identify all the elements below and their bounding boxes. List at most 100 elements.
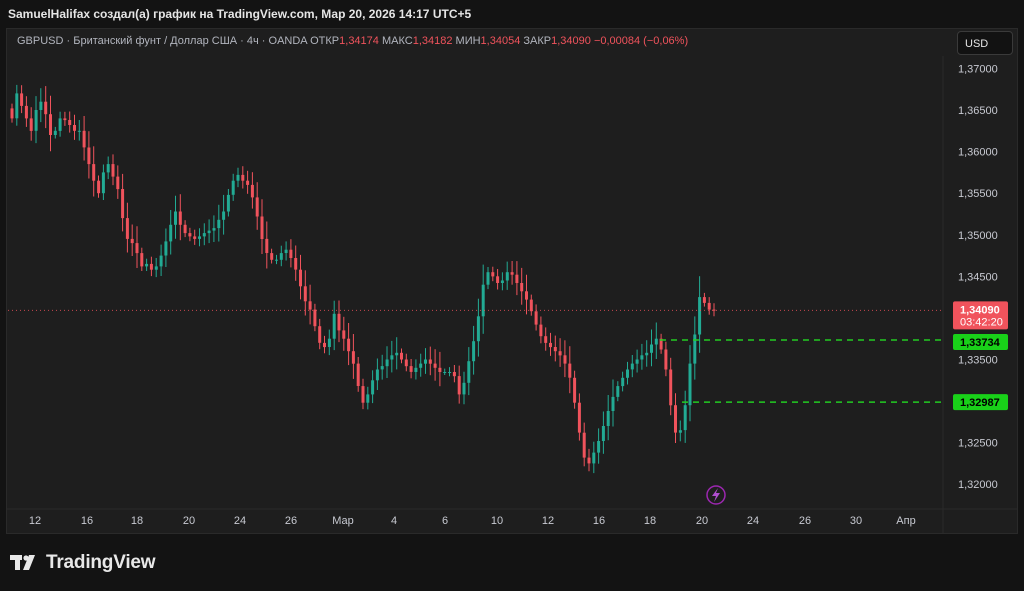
countdown-timer: 03:42:20 bbox=[960, 316, 1003, 328]
symbol-description: GBPUSD · Британский фунт / Доллар США · … bbox=[17, 35, 308, 47]
candle-body bbox=[409, 366, 413, 372]
candle-body bbox=[496, 276, 500, 283]
candle-body bbox=[164, 241, 168, 256]
candle-body bbox=[433, 363, 437, 368]
candle-body bbox=[597, 441, 601, 453]
last-price-value: 1,34090 bbox=[960, 304, 1000, 316]
candle-body bbox=[265, 238, 269, 253]
tradingview-logo-icon bbox=[10, 555, 35, 570]
level-1-badge bbox=[953, 334, 1008, 350]
candle-body bbox=[77, 130, 81, 132]
candle-body bbox=[462, 382, 466, 395]
candle-body bbox=[491, 272, 495, 277]
candle-body bbox=[15, 93, 19, 119]
candle-body bbox=[92, 164, 96, 181]
candle-body bbox=[260, 216, 264, 239]
candle-body bbox=[544, 336, 548, 343]
candle-body bbox=[198, 236, 201, 239]
candle-body bbox=[39, 101, 43, 110]
candle-body bbox=[443, 372, 447, 373]
time-axis-label: Мар bbox=[332, 515, 354, 527]
time-axis-label: 26 bbox=[799, 515, 811, 527]
candle-body bbox=[222, 211, 226, 220]
price-axis-tick: 1,36000 bbox=[958, 147, 998, 159]
candlestick-chart[interactable]: 1,37000 1,36500 1,36000 1,35500 1,35000 1,345… bbox=[0, 0, 1024, 540]
low-label: МИН bbox=[455, 35, 481, 47]
time-axis-label: 20 bbox=[183, 515, 195, 527]
time-axis-label: 30 bbox=[850, 515, 862, 527]
candle-body bbox=[53, 130, 57, 135]
candle-body bbox=[366, 394, 370, 403]
tradingview-brand-text: TradingView bbox=[46, 552, 156, 573]
candle-body bbox=[568, 363, 572, 378]
candle-body bbox=[121, 189, 125, 219]
time-axis-label: 18 bbox=[131, 515, 143, 527]
candle-body bbox=[193, 236, 197, 239]
candle-body bbox=[255, 197, 259, 217]
candle-body bbox=[111, 164, 115, 177]
candle-body bbox=[97, 180, 101, 194]
candle-body bbox=[698, 297, 702, 335]
time-axis-label: 24 bbox=[234, 515, 246, 527]
candle-body bbox=[702, 297, 706, 303]
candle-body bbox=[270, 253, 274, 260]
candle-body bbox=[284, 249, 288, 253]
candle-body bbox=[452, 372, 456, 377]
candle-body bbox=[664, 349, 668, 370]
candle-body bbox=[332, 313, 336, 339]
lightning-bolt-icon bbox=[712, 488, 720, 502]
candle-body bbox=[582, 432, 586, 458]
candle-body bbox=[135, 243, 139, 254]
price-axis-tick: 1,34500 bbox=[958, 271, 998, 283]
tradingview-logo: TradingView bbox=[10, 552, 156, 574]
candle-body bbox=[313, 309, 317, 327]
candle-body bbox=[592, 452, 596, 464]
candle-body bbox=[563, 355, 567, 364]
candle-body bbox=[606, 411, 610, 426]
candle-body bbox=[169, 224, 173, 242]
candle-body bbox=[674, 405, 677, 433]
candle-body bbox=[275, 259, 278, 261]
candle-body bbox=[448, 372, 452, 373]
candle-body bbox=[207, 230, 211, 234]
candle-body bbox=[327, 338, 331, 347]
candle-body bbox=[525, 291, 528, 300]
candle-body bbox=[630, 363, 634, 370]
low-value: 1,34054 bbox=[480, 35, 521, 47]
candle-body bbox=[650, 344, 653, 353]
candle-body bbox=[202, 233, 206, 237]
candle-body bbox=[236, 174, 240, 181]
time-axis-label: 4 bbox=[391, 515, 397, 527]
candle-body bbox=[34, 110, 38, 131]
candle-body bbox=[707, 302, 711, 310]
currency-button[interactable]: USD bbox=[957, 31, 1013, 55]
candle-body bbox=[611, 396, 615, 411]
lightning-event-icon[interactable] bbox=[706, 485, 726, 505]
candle-body bbox=[654, 338, 658, 345]
candle-body bbox=[10, 108, 14, 119]
time-axis-label: 24 bbox=[747, 515, 759, 527]
candle-body bbox=[140, 253, 144, 267]
chart-attribution-title: SamuelHalifax создал(а) график на Tradin… bbox=[8, 7, 472, 21]
time-axis-label: 20 bbox=[696, 515, 708, 527]
candle-body bbox=[24, 105, 28, 119]
candle-body bbox=[428, 359, 432, 364]
candle-body bbox=[246, 180, 250, 185]
candle-body bbox=[712, 309, 716, 311]
candle-body bbox=[645, 352, 649, 356]
candle-body bbox=[106, 164, 110, 173]
candle-body bbox=[640, 355, 644, 360]
candle-body bbox=[125, 218, 129, 239]
candle-body bbox=[601, 426, 605, 441]
candle-body bbox=[294, 258, 298, 270]
candle-body bbox=[385, 359, 389, 367]
candle-body bbox=[553, 347, 557, 352]
candle-body bbox=[587, 457, 591, 464]
candle-body bbox=[616, 386, 620, 397]
level-1-value: 1,33734 bbox=[960, 337, 1001, 349]
time-axis-label: 26 bbox=[285, 515, 297, 527]
candle-body bbox=[356, 363, 360, 386]
candle-body bbox=[621, 377, 625, 387]
candle-body bbox=[149, 263, 153, 270]
candle-body bbox=[347, 338, 351, 352]
